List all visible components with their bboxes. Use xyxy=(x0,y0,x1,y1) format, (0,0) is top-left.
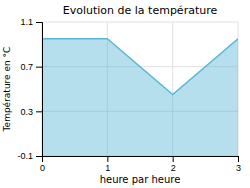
y-axis-title: Température en °C xyxy=(2,47,12,133)
tick-mark xyxy=(36,22,42,23)
x-axis-title: heure par heure xyxy=(100,174,181,185)
area xyxy=(42,39,238,156)
tick: 0.7 xyxy=(20,62,42,72)
tick: 2 xyxy=(171,156,176,173)
tick-label: 3 xyxy=(236,163,241,173)
tick-mark xyxy=(36,156,42,157)
tick: 1.1 xyxy=(20,17,42,27)
tick-mark xyxy=(173,156,174,162)
tick-label: 0.7 xyxy=(20,62,33,72)
tick: 3 xyxy=(236,156,241,173)
tick-label: 0 xyxy=(40,163,45,173)
plot: 0 1 2 3 -0.1 0.3 0.7 1.1 xyxy=(17,17,241,173)
line xyxy=(42,39,238,95)
tick-mark xyxy=(107,156,108,162)
tick: 0 xyxy=(40,156,45,173)
tick-label: 0.3 xyxy=(20,107,33,117)
grid xyxy=(42,22,238,156)
tick: 1 xyxy=(105,156,110,173)
title: Evolution de la température xyxy=(63,4,218,17)
tick-label: -0.1 xyxy=(17,151,33,161)
x-axis: 0 1 2 3 xyxy=(40,156,241,173)
tick-label: 1 xyxy=(105,163,110,173)
grid-line xyxy=(42,22,238,23)
tick-mark xyxy=(238,156,239,162)
chart: 0 1 2 3 -0.1 0.3 0.7 1.1 Evolution de la tempéra… xyxy=(0,0,250,188)
tick-label: 2 xyxy=(171,163,176,173)
tick-label: 1.1 xyxy=(20,17,33,27)
tick: 0.3 xyxy=(20,107,42,117)
y-axis: -0.1 0.3 0.7 1.1 xyxy=(17,17,42,161)
marks xyxy=(42,39,238,156)
tick: -0.1 xyxy=(17,151,42,161)
tick-mark xyxy=(36,111,42,112)
tick-mark xyxy=(36,67,42,68)
axis-line xyxy=(36,23,43,157)
axis-line xyxy=(43,157,239,163)
